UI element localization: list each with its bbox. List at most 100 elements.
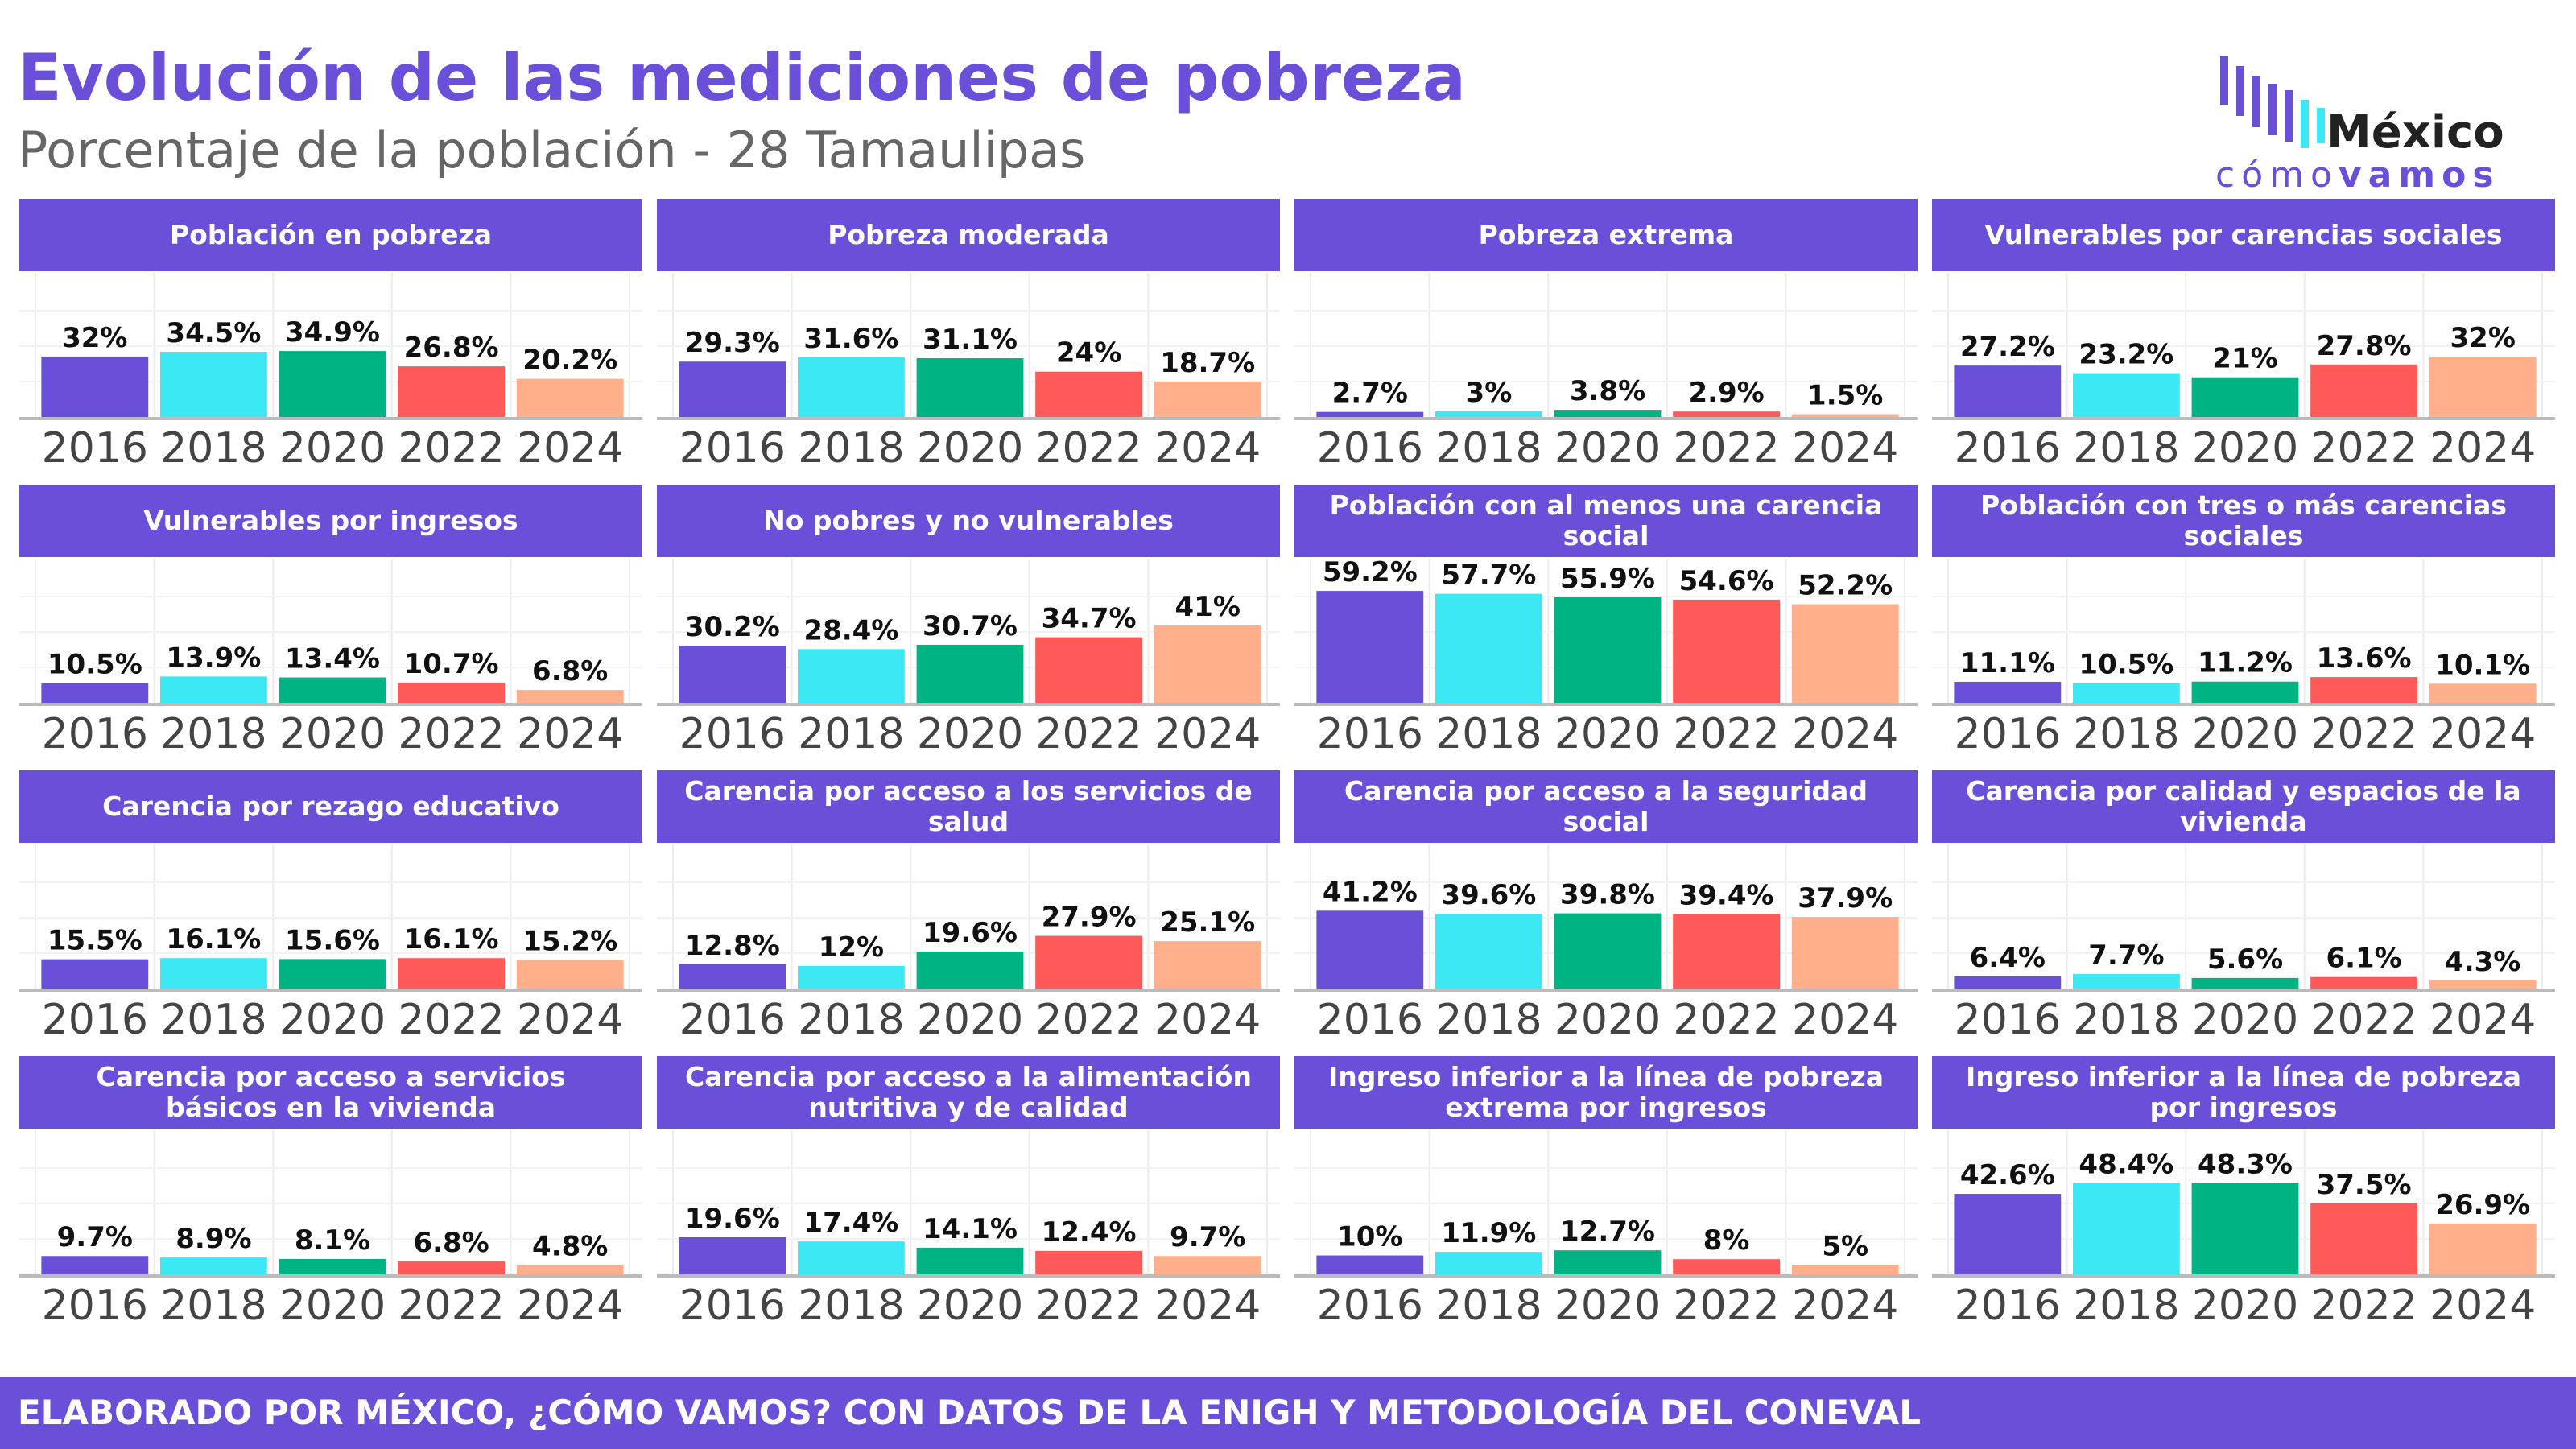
x-tick-label: 2020	[1554, 424, 1661, 473]
logo-name: México	[2326, 106, 2504, 159]
value-label: 34.9%	[285, 316, 380, 349]
x-tick-label: 2018	[798, 710, 904, 758]
bar	[916, 952, 1024, 989]
value-label: 26.8%	[404, 332, 499, 364]
x-tick-label: 2016	[679, 710, 786, 758]
x-tick-label: 2022	[1035, 710, 1141, 758]
bar	[398, 682, 506, 703]
x-tick-label: 2024	[1154, 424, 1261, 473]
panel-title: Pobreza moderada	[657, 199, 1280, 271]
value-label: 3.8%	[1570, 375, 1645, 407]
value-label: 15.2%	[522, 925, 617, 957]
bar	[679, 646, 786, 703]
x-tick-label: 2018	[160, 1282, 266, 1330]
x-tick-label: 2020	[1554, 710, 1661, 758]
x-tick-label: 2020	[279, 710, 386, 758]
bar	[1791, 414, 1899, 417]
bar	[159, 1257, 267, 1274]
x-tick-label: 2022	[2310, 1282, 2417, 1330]
x-tick-label: 2016	[1317, 996, 1423, 1044]
x-tick-label: 2022	[1673, 1282, 1779, 1330]
bar	[1554, 913, 1662, 989]
bar	[2072, 373, 2180, 417]
value-label: 41%	[1175, 591, 1241, 623]
value-label: 17.4%	[803, 1207, 898, 1239]
bar	[1673, 411, 1781, 417]
x-tick-label: 2018	[798, 424, 904, 473]
value-label: 2.7%	[1332, 378, 1408, 410]
value-label: 13.4%	[285, 643, 380, 675]
x-tick-label: 2018	[160, 424, 266, 473]
bar	[2310, 976, 2418, 989]
bar	[797, 1241, 905, 1274]
x-tick-label: 2022	[2310, 710, 2417, 758]
x-tick-label: 2022	[1673, 710, 1779, 758]
bar	[41, 1256, 149, 1274]
bar	[1035, 935, 1143, 989]
value-label: 23.2%	[2079, 339, 2174, 371]
panel-title: Carencia por acceso a los servicios de s…	[657, 770, 1280, 843]
bar	[916, 644, 1024, 703]
value-label: 39.8%	[1560, 879, 1655, 911]
value-label: 3%	[1466, 377, 1513, 409]
x-tick-label: 2024	[517, 996, 623, 1044]
x-tick-label: 2016	[1955, 424, 2061, 473]
bar	[2072, 1183, 2180, 1274]
value-label: 32%	[2450, 322, 2516, 354]
value-label: 28.4%	[803, 614, 898, 646]
bar	[2072, 683, 2180, 703]
x-tick-label: 2024	[1792, 1282, 1898, 1330]
value-label: 7.7%	[2088, 939, 2164, 972]
value-label: 18.7%	[1160, 347, 1255, 379]
value-label: 39.6%	[1441, 879, 1536, 911]
value-label: 9.7%	[1170, 1221, 1245, 1253]
x-tick-label: 2020	[279, 1282, 386, 1330]
x-tick-label: 2020	[2192, 996, 2298, 1044]
value-label: 52.2%	[1798, 570, 1893, 602]
value-label: 55.9%	[1560, 563, 1655, 595]
x-tick-label: 2016	[42, 710, 148, 758]
logo-icon	[2220, 56, 2325, 148]
x-tick-label: 2018	[798, 1282, 904, 1330]
x-tick-label: 2024	[1154, 1282, 1261, 1330]
value-label: 25.1%	[1160, 906, 1255, 939]
x-tick-label: 2018	[1435, 710, 1542, 758]
x-tick-label: 2022	[2310, 424, 2417, 473]
bar	[2310, 1203, 2418, 1274]
value-label: 34.7%	[1042, 603, 1137, 635]
x-tick-label: 2024	[517, 424, 623, 473]
panel-title: Ingreso inferior a la línea de pobreza e…	[1294, 1056, 1918, 1129]
value-label: 34.5%	[166, 317, 261, 349]
x-tick-label: 2018	[1435, 996, 1542, 1044]
value-label: 6.1%	[2326, 943, 2401, 975]
value-label: 11.9%	[1441, 1217, 1536, 1249]
bar	[516, 1265, 624, 1274]
bar	[1954, 365, 2062, 417]
value-label: 10.5%	[47, 648, 142, 680]
bar	[1435, 411, 1542, 417]
x-tick-label: 2022	[1035, 996, 1141, 1044]
bar	[41, 959, 149, 989]
bar	[1035, 371, 1143, 417]
x-tick-label: 2022	[398, 1282, 504, 1330]
x-tick-label: 2018	[2073, 424, 2179, 473]
value-label: 16.1%	[166, 923, 261, 956]
page-title: Evolución de las mediciones de pobreza	[18, 40, 1466, 115]
x-tick-label: 2024	[517, 710, 623, 758]
bar	[1791, 604, 1899, 703]
value-label: 6.8%	[413, 1227, 489, 1259]
x-tick-label: 2022	[1673, 996, 1779, 1044]
bar	[2429, 683, 2537, 703]
bar	[1035, 637, 1143, 703]
value-label: 13.9%	[166, 642, 261, 674]
bar	[1673, 914, 1781, 989]
x-tick-label: 2016	[42, 424, 148, 473]
page-subtitle: Porcentaje de la población - 28 Tamaulip…	[18, 121, 1086, 180]
value-label: 12%	[819, 931, 884, 964]
logo-tag: cómovamos	[2215, 155, 2500, 196]
bar	[797, 649, 905, 703]
x-tick-label: 2018	[2073, 996, 2179, 1044]
value-label: 57.7%	[1441, 559, 1536, 592]
bar	[797, 965, 905, 989]
bar	[1316, 411, 1424, 417]
